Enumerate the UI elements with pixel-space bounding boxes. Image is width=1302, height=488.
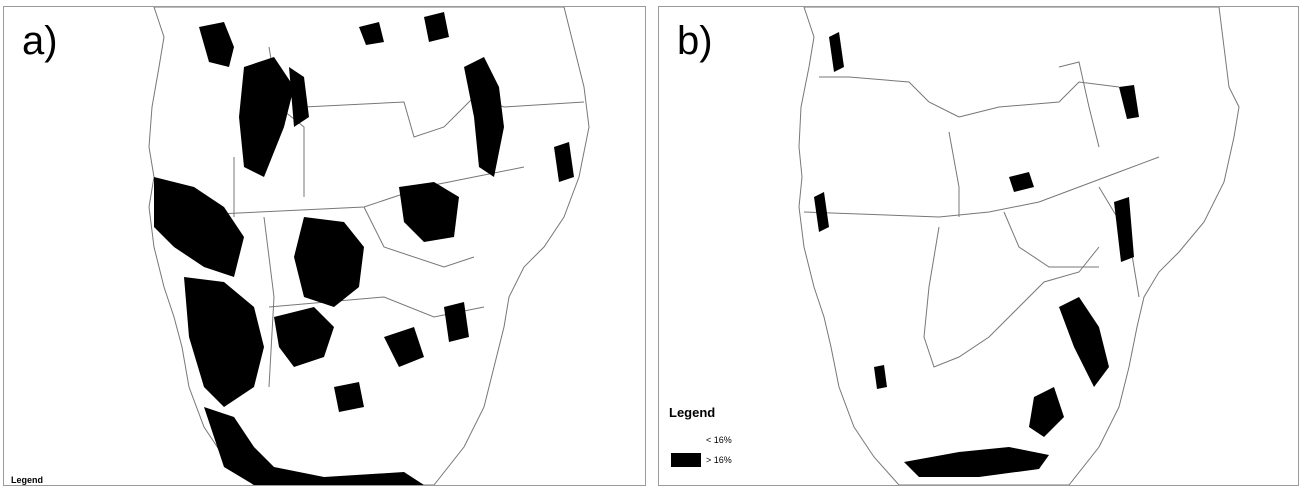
legend-title-b: Legend [669, 405, 716, 420]
legend-label-high: > 16% [706, 455, 732, 465]
legend-item-high: > 16% [671, 453, 732, 467]
map-b-borders [803, 61, 1160, 368]
map-a-svg [148, 7, 590, 485]
map-panel-a: a) Legend [3, 6, 646, 486]
panel-label-b: b) [677, 19, 713, 63]
legend-swatch-low [671, 433, 701, 447]
map-b-svg [798, 7, 1240, 485]
legend-item-low: < 16% [671, 433, 732, 447]
map-panel-b: b) Legend < 16% > 16% [658, 6, 1299, 486]
panel-label-a: a) [22, 19, 58, 63]
suitability-patches-a [154, 12, 574, 485]
legend-swatch-high [671, 453, 701, 467]
suitability-patches-b [814, 32, 1139, 477]
legend-title-a: Legend [11, 475, 44, 485]
legend-label-low: < 16% [706, 435, 732, 445]
